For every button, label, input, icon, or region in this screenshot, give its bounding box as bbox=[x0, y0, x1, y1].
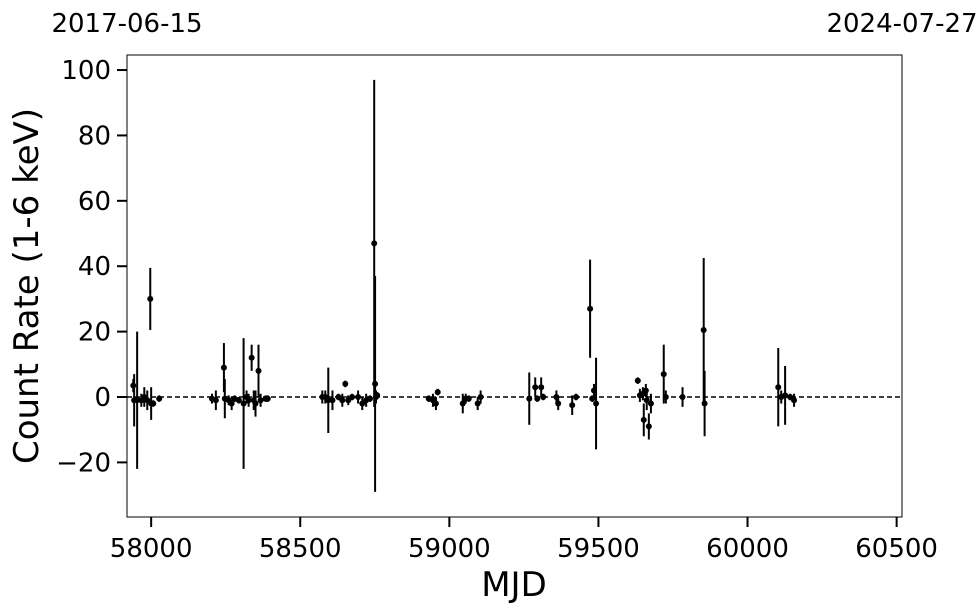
x-tick-label: 58000 bbox=[110, 534, 193, 564]
data-point bbox=[465, 395, 472, 402]
data-point bbox=[643, 397, 650, 404]
data-point bbox=[147, 295, 154, 302]
data-point bbox=[156, 395, 163, 402]
data-point bbox=[264, 395, 271, 402]
data-point bbox=[775, 384, 782, 391]
x-tick-label: 59000 bbox=[408, 534, 491, 564]
data-point bbox=[252, 400, 259, 407]
data-point bbox=[374, 392, 381, 399]
data-point bbox=[555, 400, 562, 407]
data-point bbox=[474, 400, 481, 407]
data-point bbox=[700, 326, 707, 333]
x-tick-label: 58500 bbox=[259, 534, 342, 564]
data-point bbox=[526, 395, 533, 402]
x-tick-label: 60000 bbox=[706, 534, 789, 564]
data-point bbox=[477, 394, 484, 401]
x-tick-label: 59500 bbox=[557, 534, 640, 564]
top-date-label: 2017-06-15 bbox=[51, 9, 202, 39]
data-point bbox=[235, 397, 242, 404]
data-point bbox=[255, 367, 262, 374]
data-point bbox=[540, 394, 547, 401]
x-tick-label: 60500 bbox=[855, 534, 938, 564]
y-tick-label: 40 bbox=[78, 252, 111, 282]
y-tick-label: −20 bbox=[56, 448, 111, 478]
data-point bbox=[212, 397, 219, 404]
data-point bbox=[701, 400, 708, 407]
data-point bbox=[634, 377, 641, 384]
y-tick-label: 0 bbox=[94, 383, 111, 413]
data-point bbox=[679, 394, 686, 401]
data-point bbox=[367, 395, 374, 402]
data-point bbox=[329, 397, 336, 404]
data-point bbox=[593, 400, 600, 407]
data-point bbox=[371, 240, 378, 247]
data-point bbox=[228, 400, 235, 407]
y-tick-label: 80 bbox=[78, 121, 111, 151]
data-point bbox=[573, 394, 580, 401]
data-point bbox=[782, 392, 789, 399]
data-point bbox=[587, 305, 594, 312]
data-point bbox=[459, 400, 466, 407]
data-point bbox=[257, 397, 264, 404]
data-point bbox=[534, 395, 541, 402]
data-point bbox=[349, 394, 356, 401]
y-tick-label: 20 bbox=[78, 318, 111, 348]
y-tick-label: 100 bbox=[61, 56, 111, 86]
data-point bbox=[569, 402, 576, 409]
data-point bbox=[342, 380, 349, 387]
y-tick-label: 60 bbox=[78, 187, 111, 217]
data-point bbox=[432, 400, 439, 407]
data-point bbox=[532, 384, 539, 391]
data-point bbox=[325, 397, 332, 404]
data-point bbox=[248, 354, 255, 361]
data-point bbox=[640, 416, 647, 423]
plot-frame bbox=[126, 54, 903, 518]
data-point bbox=[245, 397, 252, 404]
data-point bbox=[538, 384, 545, 391]
data-point bbox=[791, 397, 798, 404]
data-point bbox=[150, 400, 157, 407]
data-point bbox=[220, 364, 227, 371]
data-point bbox=[134, 397, 141, 404]
y-axis-label: Count Rate (1-6 keV) bbox=[7, 108, 47, 464]
data-point bbox=[662, 394, 669, 401]
data-point bbox=[660, 371, 667, 378]
data-point bbox=[339, 397, 346, 404]
data-point bbox=[589, 395, 596, 402]
top-date-label: 2024-07-27 bbox=[826, 9, 977, 39]
data-point bbox=[645, 423, 652, 430]
data-point bbox=[372, 380, 379, 387]
x-axis-label: MJD bbox=[481, 565, 547, 605]
data-point bbox=[355, 394, 362, 401]
data-point bbox=[240, 400, 247, 407]
data-point bbox=[434, 389, 441, 396]
data-point bbox=[647, 400, 654, 407]
